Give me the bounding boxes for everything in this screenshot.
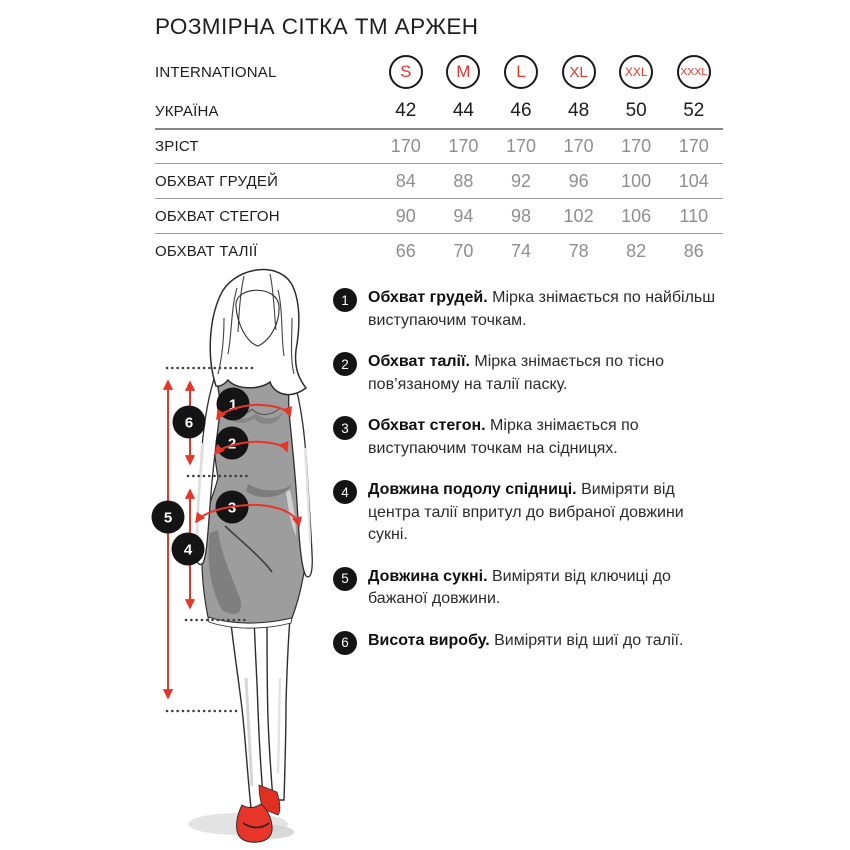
size-badge-M: M (435, 55, 493, 89)
waist-girth-curve (213, 440, 289, 456)
size-badge-S: S (377, 55, 435, 89)
table-row-waist: ОБХВАТ ТАЛІЇ 66 70 74 78 82 86 (155, 233, 723, 268)
size-circle-M: M (446, 55, 481, 89)
measure-value: 88 (453, 170, 474, 191)
legend-item-text: Обхват грудей. Мірка знімається по найбі… (368, 289, 716, 329)
legend-number-badge: 4 (333, 480, 357, 504)
measure-value: 78 (568, 240, 589, 261)
legend-term: Довжина сукні. (368, 567, 488, 585)
measure-value: 170 (448, 136, 479, 156)
svg-text:5: 5 (164, 509, 172, 526)
girth-curves (195, 403, 303, 528)
measure-value: 82 (626, 240, 647, 261)
size-badge-XXL: XXL (607, 55, 665, 89)
measure-value: 84 (395, 170, 416, 191)
bust-girth-curve (216, 403, 293, 421)
legend-item-2: 2 Обхват талії. Мірка знімається по тісно… (333, 351, 727, 396)
legend-term: Довжина подолу спідниці. (368, 481, 577, 498)
page-title: РОЗМІРНА СІТКА ТМ АРЖЕН (155, 14, 479, 39)
measure-value: 94 (453, 205, 474, 226)
size-badge-L: L (492, 55, 550, 89)
table-row-international: INTERNATIONAL S M L XL XXL XXXL (155, 50, 723, 94)
measure-value: 96 (568, 170, 589, 191)
legend-item-text: Довжина подолу спідниці. Виміряти від це… (368, 481, 684, 543)
measure-value: 170 (678, 136, 709, 156)
measure-value: 106 (621, 205, 652, 226)
legend-number-badge: 6 (333, 630, 357, 655)
size-circle-XXXL: XXXL (676, 55, 711, 89)
measure-value: 66 (395, 240, 416, 261)
legend-item-3: 3 Обхват стегон. Мірка знімається по вист… (333, 415, 727, 460)
svg-text:4: 4 (184, 541, 193, 558)
size-value-44: 44 (452, 100, 474, 121)
table-row-ukraine: УКРАЇНА 42 44 46 48 50 52 (155, 94, 723, 128)
table-row-height: ЗРІСТ 170 170 170 170 170 170 (155, 128, 723, 163)
measure-value: 90 (395, 205, 416, 226)
legend-item-text: Обхват стегон. Мірка знімається по висту… (368, 417, 639, 457)
size-value-50: 50 (625, 100, 647, 121)
row-label-ukraine: УКРАЇНА (155, 102, 219, 120)
size-value-48: 48 (568, 100, 590, 121)
size-circle-L: L (503, 55, 538, 89)
hip-girth-curve (195, 503, 303, 528)
figure-marker-4: 4 (171, 532, 205, 566)
row-label-international: INTERNATIONAL (155, 63, 277, 81)
legend-item-6: 6 Висота виробу. Виміряти від шиї до талі… (333, 630, 727, 655)
svg-text:6: 6 (185, 414, 193, 431)
row-label-waist: ОБХВАТ ТАЛІЇ (155, 242, 258, 260)
measure-value: 170 (390, 136, 421, 156)
measure-value: 74 (510, 240, 531, 261)
legend-term: Обхват грудей. (368, 289, 488, 306)
measurement-legend: 1 Обхват грудей. Мірка знімається по найб… (333, 287, 727, 674)
figure-marker-6: 6 (172, 405, 206, 439)
measure-value: 110 (679, 205, 709, 226)
legend-number-badge: 2 (333, 352, 357, 376)
measure-value: 70 (453, 240, 474, 261)
legend-item-5: 5 Довжина сукні. Виміряти від ключиці до … (333, 566, 727, 611)
legend-number-badge: 1 (333, 288, 357, 312)
measure-value: 86 (683, 240, 704, 261)
legend-term: Висота виробу. (368, 631, 490, 649)
measure-value: 170 (563, 136, 594, 156)
legend-number-badge: 3 (333, 416, 357, 440)
measure-value: 170 (505, 136, 536, 156)
row-label-chest: ОБХВАТ ГРУДЕЙ (155, 172, 279, 190)
size-circle-XL: XL (561, 55, 596, 89)
legend-item-text: Обхват талії. Мірка знімається по тісно … (368, 353, 665, 393)
measure-value: 98 (510, 205, 531, 226)
measure-value: 100 (621, 170, 652, 191)
measure-value: 102 (563, 205, 594, 226)
legend-term: Обхват стегон. (368, 417, 486, 434)
size-badge-XL: XL (550, 55, 608, 89)
svg-text:1: 1 (229, 396, 237, 413)
size-table: INTERNATIONAL S M L XL XXL XXXL УКРАЇНА 42 44 46 48… (155, 50, 723, 268)
size-circle-XXL: XXL (619, 55, 654, 89)
measure-value: 104 (678, 170, 709, 191)
svg-text:3: 3 (228, 499, 236, 516)
size-badge-XXXL: XXXL (665, 55, 723, 89)
figure-face (235, 289, 280, 347)
legend-item-1: 1 Обхват грудей. Мірка знімається по найб… (333, 287, 727, 332)
legend-item-text: Довжина сукні. Виміряти від ключиці до б… (368, 567, 671, 608)
legend-item-text: Висота виробу. Виміряти від шиї до талії… (368, 631, 684, 649)
measure-value: 92 (510, 170, 531, 191)
size-value-46: 46 (510, 100, 532, 121)
table-row-hips: ОБХВАТ СТЕГОН 90 94 98 102 106 110 (155, 198, 723, 233)
size-circle-S: S (388, 55, 423, 89)
table-row-chest: ОБХВАТ ГРУДЕЙ 84 88 92 96 100 104 (155, 163, 723, 198)
size-value-42: 42 (395, 100, 417, 121)
row-label-hips: ОБХВАТ СТЕГОН (155, 207, 280, 225)
legend-number-badge: 5 (333, 566, 357, 591)
size-value-52: 52 (683, 100, 705, 121)
figure-marker-5: 5 (151, 500, 185, 534)
figure-legs (229, 613, 291, 809)
measure-value: 170 (621, 136, 652, 156)
figure-head (209, 268, 308, 396)
dotted-guide-lines (165, 366, 255, 713)
row-label-height: ЗРІСТ (155, 138, 199, 155)
legend-item-4: 4 Довжина подолу спідниці. Виміряти від ц… (333, 479, 727, 547)
legend-term: Обхват талії. (368, 353, 470, 370)
red-heel-shoes (236, 784, 281, 843)
